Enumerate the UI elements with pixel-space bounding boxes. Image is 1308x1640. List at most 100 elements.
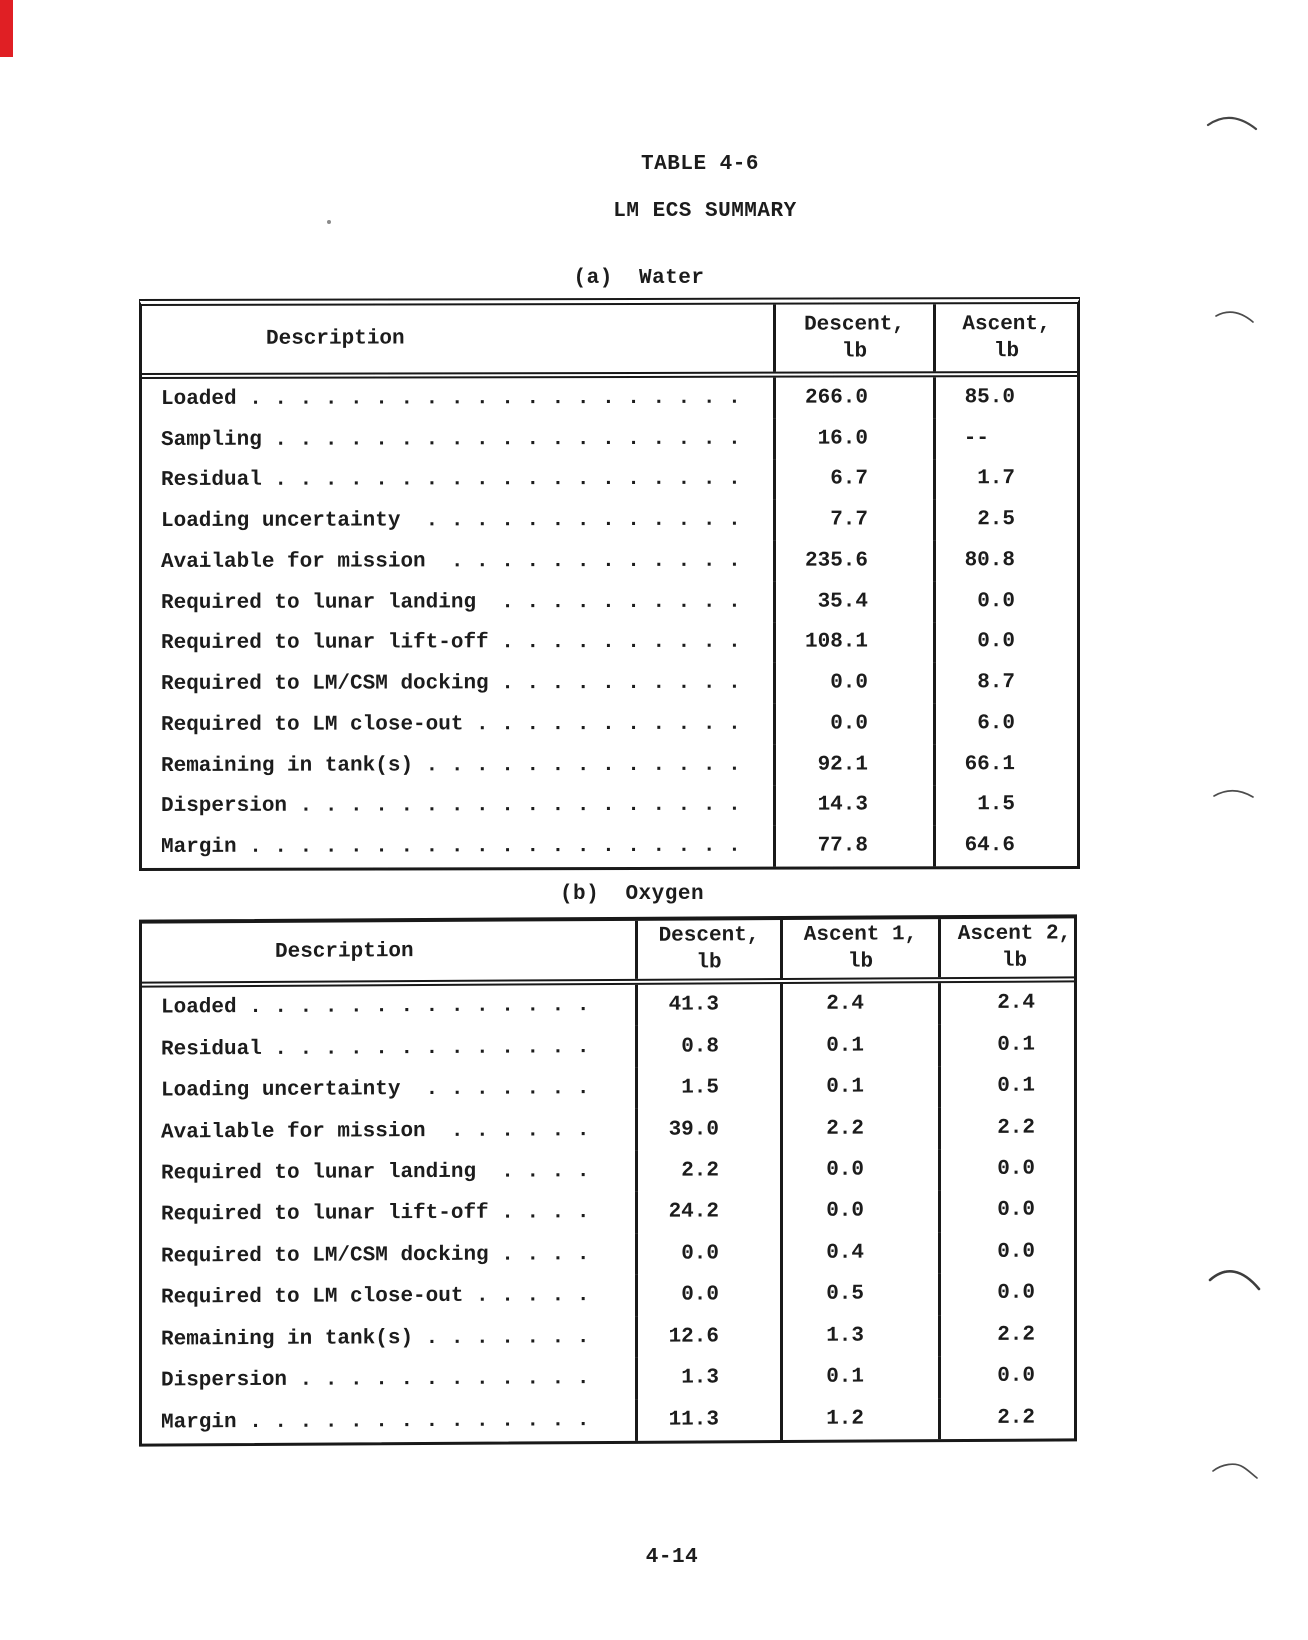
value-cell: 0.0 <box>780 1148 938 1192</box>
value-cell: 0.0 <box>773 662 933 704</box>
table-row: Loaded . . . . . . . . . . . . . . 41.3 2.… <box>142 982 1074 1029</box>
value-cell: 92.1 <box>773 744 933 786</box>
oxygen-table-body: Loaded . . . . . . . . . . . . . . 41.3 2.… <box>142 982 1074 1443</box>
row-label: Remaining in tank(s) . . . . . . . . . .… <box>161 753 741 778</box>
value-cell: 24.2 <box>635 1191 780 1234</box>
value-cell: 6.7 <box>773 458 933 500</box>
value-cell: 0.0 <box>938 1231 1074 1274</box>
row-label: Required to LM close-out . . . . . <box>161 1284 590 1310</box>
scan-curl-mark <box>1212 1463 1258 1479</box>
row-label: Required to LM close-out . . . . . . . .… <box>161 712 741 737</box>
value-cell: 8.7 <box>933 662 1077 704</box>
value-cell: 0.1 <box>780 1024 938 1067</box>
value-cell: 0.1 <box>780 1356 938 1399</box>
table-row: Loaded . . . . . . . . . . . . . . . . .… <box>142 377 1077 420</box>
table-row: Dispersion . . . . . . . . . . . . 1.3 0.1… <box>142 1355 1074 1402</box>
oxygen-table: Description Descent, lb Ascent 1, lb Asc… <box>139 914 1077 1447</box>
table-row: Required to lunar landing . . . . . . . … <box>142 580 1077 624</box>
row-label: Margin . . . . . . . . . . . . . . <box>161 1408 590 1435</box>
value-cell: 16.0 <box>773 418 933 460</box>
red-edge-mark <box>0 0 13 57</box>
column-header-descent: Descent, lb <box>773 304 933 372</box>
table-row: Loading uncertainty . . . . . . . . . . … <box>142 499 1077 542</box>
value-cell: 66.1 <box>933 743 1077 785</box>
water-table-caption: (a) Water <box>573 267 705 290</box>
water-table-body: Loaded . . . . . . . . . . . . . . . . .… <box>142 377 1077 868</box>
value-cell: 0.0 <box>938 1189 1074 1232</box>
value-cell: 0.8 <box>635 1025 780 1068</box>
row-label: Loaded . . . . . . . . . . . . . . <box>161 994 590 1020</box>
table-row: Remaining in tank(s) . . . . . . . . . .… <box>142 743 1077 787</box>
value-cell: 39.0 <box>635 1108 780 1151</box>
value-cell: 0.0 <box>635 1232 780 1276</box>
value-cell: 77.8 <box>773 825 933 867</box>
value-cell: 7.7 <box>773 499 933 541</box>
value-cell: 12.6 <box>635 1315 780 1358</box>
table-row: Available for mission . . . . . . 39.0 2.2… <box>142 1106 1074 1154</box>
value-cell: 266.0 <box>773 377 933 419</box>
value-cell: 41.3 <box>635 984 780 1027</box>
value-cell: 235.6 <box>773 540 933 582</box>
value-cell: 108.1 <box>773 621 933 663</box>
column-header-ascent: Ascent, lb <box>933 304 1077 372</box>
row-label: Remaining in tank(s) . . . . . . . <box>161 1325 590 1352</box>
scan-curl-mark <box>1215 311 1254 323</box>
table-row: Required to lunar lift-off . . . . . . .… <box>142 621 1077 665</box>
row-label: Margin . . . . . . . . . . . . . . . . .… <box>161 834 741 860</box>
value-cell: -- <box>933 417 1077 459</box>
value-cell: 2.2 <box>938 1396 1074 1440</box>
value-cell: 80.8 <box>933 540 1077 582</box>
column-header-description: Description <box>266 327 405 351</box>
row-label: Required to LM/CSM docking . . . . . . .… <box>161 671 741 697</box>
scan-curl-mark <box>1208 1270 1261 1291</box>
scan-curl-mark <box>1206 116 1258 131</box>
oxygen-table-caption: (b) Oxygen <box>559 883 705 906</box>
row-label: Available for mission . . . . . . <box>161 1118 590 1145</box>
row-label: Required to lunar landing . . . . . . . … <box>161 590 741 615</box>
value-cell: 1.3 <box>780 1314 938 1358</box>
table-row: Margin . . . . . . . . . . . . . . 11.3 1.… <box>142 1396 1074 1444</box>
table-row: Required to LM close-out . . . . . 0.0 0.5… <box>142 1272 1074 1320</box>
table-row: Required to lunar lift-off . . . . 24.2 0.… <box>142 1189 1074 1237</box>
value-cell: 0.0 <box>938 1355 1074 1398</box>
value-cell: 1.2 <box>780 1397 938 1441</box>
row-label: Dispersion . . . . . . . . . . . . <box>161 1367 590 1393</box>
value-cell: 1.5 <box>635 1066 780 1110</box>
value-cell: 0.4 <box>780 1231 938 1275</box>
value-cell: 11.3 <box>635 1398 780 1441</box>
value-cell: 0.0 <box>938 1148 1074 1191</box>
scan-curl-mark <box>1213 789 1254 798</box>
table-row: Loading uncertainty . . . . . . . 1.5 0.1 0… <box>142 1065 1074 1112</box>
table-row: Required to LM/CSM docking . . . . 0.0 0.4… <box>142 1231 1074 1278</box>
value-cell: 1.3 <box>635 1357 780 1400</box>
column-header-description: Description <box>275 939 414 964</box>
value-cell: 2.2 <box>938 1106 1074 1149</box>
column-header-ascent-1: Ascent 1, lb <box>780 919 938 979</box>
column-header-descent: Descent, lb <box>635 920 780 979</box>
water-table-header: Description Descent, lb Ascent, lb <box>142 304 1077 379</box>
row-label: Loading uncertainty . . . . . . . . . . … <box>161 508 741 534</box>
value-cell: 0.0 <box>780 1190 938 1233</box>
value-cell: 35.4 <box>773 581 933 623</box>
oxygen-table-header: Description Descent, lb Ascent 1, lb Asc… <box>142 918 1074 988</box>
table-row: Residual . . . . . . . . . . . . . . . .… <box>142 458 1077 502</box>
value-cell: 1.5 <box>933 784 1077 826</box>
page-number: 4-14 <box>645 1546 699 1569</box>
row-label: Loaded . . . . . . . . . . . . . . . . .… <box>161 386 741 411</box>
table-row: Remaining in tank(s) . . . . . . . 12.6 1.… <box>142 1314 1074 1361</box>
value-cell: 6.0 <box>933 703 1077 745</box>
value-cell: 0.0 <box>938 1272 1074 1315</box>
value-cell: 0.1 <box>780 1066 938 1109</box>
row-label: Required to lunar lift-off . . . . . . .… <box>161 631 741 656</box>
column-header-ascent-2: Ascent 2, lb <box>938 918 1074 978</box>
value-cell: 2.4 <box>938 982 1074 1025</box>
value-cell: 2.2 <box>780 1107 938 1150</box>
table-row: Dispersion . . . . . . . . . . . . . . .… <box>142 784 1077 828</box>
value-cell: 85.0 <box>933 377 1077 419</box>
value-cell: 1.7 <box>933 458 1077 500</box>
value-cell: 0.0 <box>933 580 1077 622</box>
ink-speck <box>327 220 331 224</box>
value-cell: 2.5 <box>933 499 1077 541</box>
row-label: Required to lunar landing . . . . <box>161 1160 590 1186</box>
